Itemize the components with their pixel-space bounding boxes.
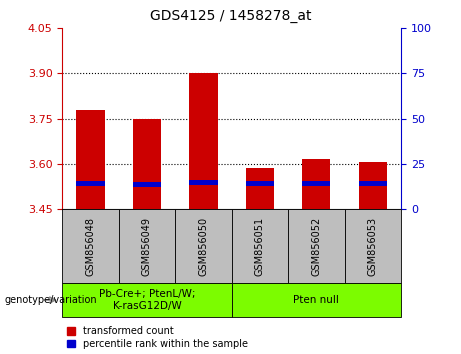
Bar [344, 209, 401, 283]
Bar [231, 209, 288, 283]
Bar [77, 181, 105, 186]
Bar [359, 181, 387, 186]
Bar [189, 180, 218, 185]
Bar [77, 110, 105, 209]
Bar [133, 119, 161, 209]
Text: GSM856052: GSM856052 [311, 216, 321, 276]
Bar [62, 209, 118, 283]
Bar [302, 159, 331, 209]
Bar [246, 168, 274, 209]
Text: genotype/variation: genotype/variation [5, 295, 97, 305]
Bar [133, 182, 161, 188]
Bar [62, 283, 231, 317]
Bar [246, 181, 274, 186]
Text: GSM856049: GSM856049 [142, 217, 152, 275]
Bar [302, 181, 331, 186]
Bar [231, 283, 401, 317]
Text: GSM856053: GSM856053 [368, 216, 378, 276]
Text: Pten null: Pten null [293, 295, 339, 305]
Bar [359, 162, 387, 209]
Bar [118, 209, 175, 283]
Text: GSM856050: GSM856050 [198, 216, 208, 276]
Bar [288, 209, 344, 283]
Text: Pb-Cre+; PtenL/W;
K-rasG12D/W: Pb-Cre+; PtenL/W; K-rasG12D/W [99, 289, 195, 311]
Bar [189, 74, 218, 209]
Text: GDS4125 / 1458278_at: GDS4125 / 1458278_at [150, 9, 311, 23]
Text: GSM856051: GSM856051 [255, 216, 265, 276]
Bar [175, 209, 231, 283]
Legend: transformed count, percentile rank within the sample: transformed count, percentile rank withi… [67, 326, 248, 349]
Text: GSM856048: GSM856048 [85, 217, 95, 275]
